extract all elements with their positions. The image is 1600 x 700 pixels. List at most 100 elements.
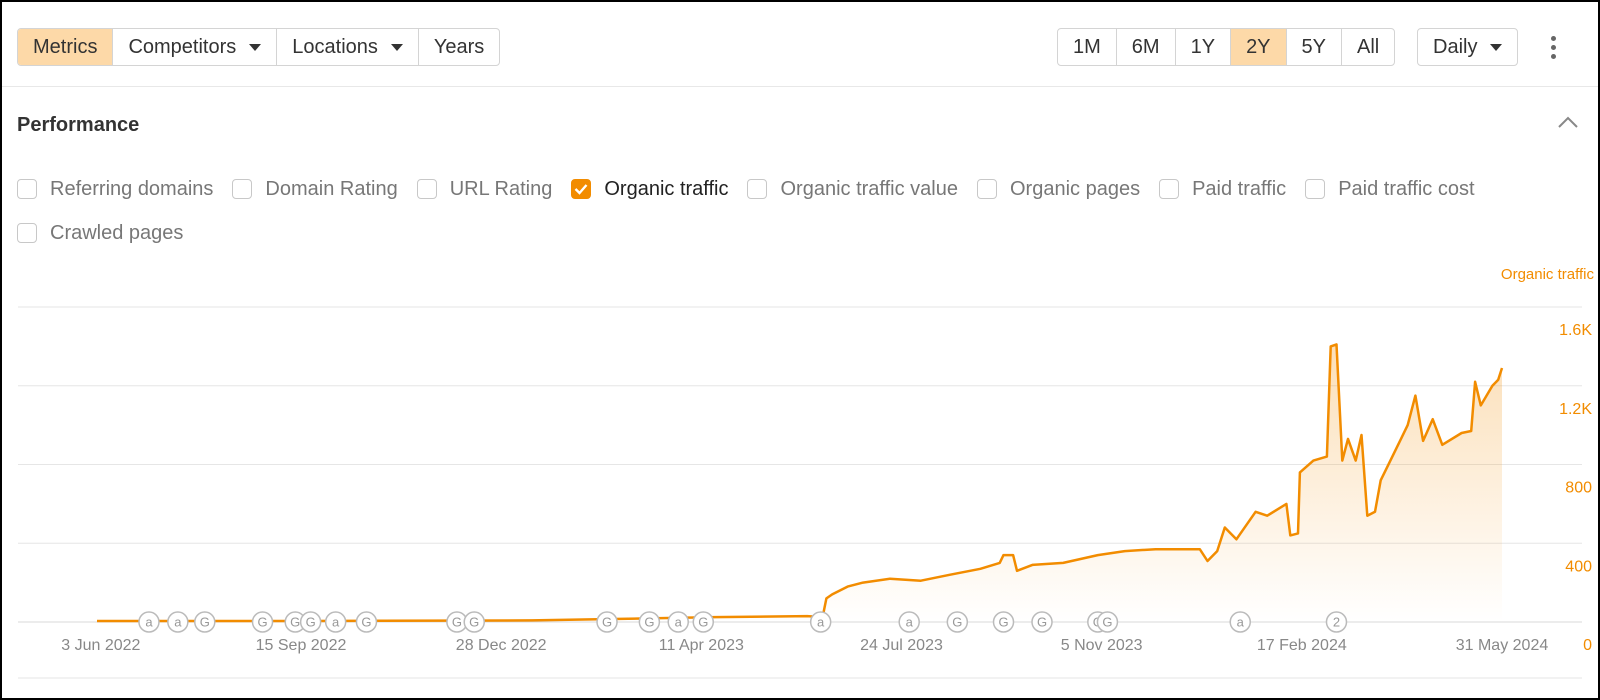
annotation-marker [692,611,715,633]
checkbox [1305,179,1326,199]
annotation-label: G [452,614,462,629]
range-group: 1M 6M 1Y 2Y 5Y All [1057,28,1396,66]
metric-checkbox[interactable]: Organic traffic value [747,167,958,211]
metric-label: Organic traffic [604,177,729,200]
annotation-marker [638,611,661,633]
button-label: 5Y [1301,35,1326,58]
annotation-marker [1096,611,1119,633]
checkbox [976,179,997,199]
annotation-marker [596,611,618,633]
annotation-marker [1229,611,1251,633]
checkbox [17,223,37,243]
annotation-marker [809,611,832,633]
button-label: 1M [1073,35,1101,58]
annotation-marker [194,611,216,633]
dropdown-caret [390,43,403,51]
toolbar-button[interactable]: Daily [1418,29,1517,65]
metric-label: URL Rating [449,177,553,200]
toolbar-button[interactable]: All [1341,29,1394,65]
x-tick-label: 11 Apr 2023 [659,637,744,654]
annotation-marker [138,611,160,633]
annotation-marker [251,611,274,633]
annotation-label: G [1102,614,1112,629]
annotation-label: a [332,614,340,629]
toolbar-button[interactable]: Metrics [18,29,113,65]
metric-checkbox[interactable]: Paid traffic cost [1305,167,1475,211]
button-label: Metrics [33,35,98,58]
button-label: 6M [1131,35,1160,58]
annotation-marker [355,611,378,633]
button-label: Years [433,35,485,58]
annotation-marker [1031,611,1053,633]
series-line [97,343,1504,623]
annotation-label: a [1237,614,1245,629]
button-label: All [1357,35,1380,58]
metric-checkbox[interactable]: Organic traffic [571,167,728,211]
toolbar-button[interactable]: 1M [1058,29,1116,65]
annotation-marker [992,611,1015,633]
metric-label: Organic pages [1009,177,1141,200]
checkbox [571,179,592,199]
dropdown-caret [1490,43,1503,51]
annotation-marker [1325,611,1348,633]
toolbar-button[interactable]: 5Y [1285,29,1341,65]
button-label: Daily [1433,35,1478,58]
annotation-marker [324,611,347,633]
metric-checkbox[interactable]: URL Rating [416,167,553,211]
toolbar-button[interactable]: Years [417,29,499,65]
checkbox [747,179,768,199]
toolbar-button[interactable]: Locations [276,29,418,65]
annotation-marker [898,611,920,633]
more-menu[interactable] [1551,36,1557,60]
metric-checkbox[interactable]: Crawled pages [17,211,183,255]
metric-label: Domain Rating [265,177,398,200]
y-tick-label: 1.6K [1559,322,1592,339]
annotation-marker [667,611,689,633]
checkbox [232,179,253,199]
collapse-toggle[interactable] [1557,115,1579,129]
chart: Organic traffic 0 400 800 1.2K 1.6K 3 Jun 2022… [18,266,1595,679]
metric-checkbox[interactable]: Domain Rating [232,167,398,211]
metric-checkbox[interactable]: Organic pages [976,167,1141,211]
interval-group: Daily [1417,28,1519,66]
annotation-label: G [361,614,371,629]
annotation-label: G [306,614,316,629]
button-label: 1Y [1190,35,1216,58]
metric-label: Organic traffic value [780,177,958,200]
metric-label: Paid traffic cost [1338,177,1475,200]
annotation-label: G [200,614,210,629]
annotation-marker [946,611,969,633]
x-tick-label: 31 May 2024 [1456,637,1549,654]
checkbox [416,179,437,199]
annotation-label: G [602,614,612,629]
annotation-label: a [174,614,182,629]
button-label: 2Y [1246,35,1271,58]
annotation-marker [299,611,322,633]
annotation-label: G [1037,614,1047,629]
y-axis-title: Organic traffic [1501,266,1595,283]
section-title: Performance [17,114,140,136]
annotation-marker [167,611,189,633]
toolbar-button[interactable]: 6M [1115,29,1175,65]
checkbox [1159,179,1180,199]
y-tick-label: 800 [1565,480,1592,497]
toolbar-button[interactable]: 2Y [1230,29,1286,65]
x-tick-label: 24 Jul 2023 [860,637,943,654]
tab-group: Metrics Competitors Locations Years [17,28,501,66]
y-tick-label: 1.2K [1559,401,1592,418]
x-tick-label: 15 Sep 2022 [256,637,347,654]
annotation-label: a [906,614,914,629]
metric-label: Crawled pages [50,221,184,244]
metric-checkbox[interactable]: Paid traffic [1159,167,1286,211]
annotation-label: a [817,614,825,629]
y-tick-label: 400 [1565,558,1592,575]
x-tick-label: 28 Dec 2022 [456,637,547,654]
toolbar-button[interactable]: Competitors [112,29,276,65]
toolbar-button[interactable]: 1Y [1174,29,1230,65]
annotation-label: G [469,614,479,629]
y-tick-label: 0 [1583,637,1592,654]
metric-checkbox[interactable]: Referring domains [17,167,213,211]
divider [2,86,1598,87]
annotation-marker [463,611,485,633]
dropdown-caret [249,43,262,51]
